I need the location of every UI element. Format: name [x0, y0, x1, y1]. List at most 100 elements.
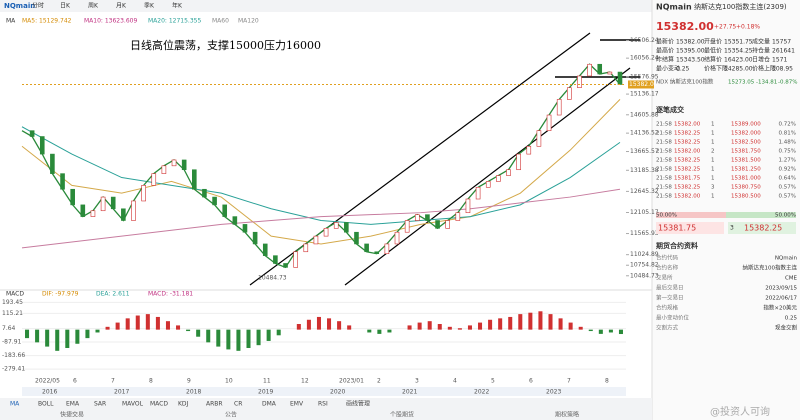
macd-bar: [45, 329, 50, 347]
indicator-tab[interactable]: RSI: [318, 401, 328, 408]
macd-bar: [256, 329, 261, 346]
macd-bar: [145, 314, 150, 330]
candle: [414, 214, 420, 221]
index-item: -134.81: [756, 80, 777, 86]
toolbar-item[interactable]: 月K: [116, 3, 127, 10]
macd-bar: [35, 329, 40, 343]
candle: [607, 71, 613, 75]
indicator-tab[interactable]: 画线管理: [346, 400, 370, 408]
candle: [556, 99, 562, 116]
macd-bar: [377, 329, 382, 334]
x-tick-label: 10: [225, 378, 233, 385]
macd-bar: [55, 329, 60, 351]
candle: [232, 216, 238, 225]
trade-cell: 21:58: [656, 167, 672, 173]
indicator-tab[interactable]: EMV: [290, 401, 304, 408]
year-label: 2017: [114, 389, 129, 396]
buy-price: 15382.25: [744, 224, 782, 233]
indicator-tab[interactable]: BOLL: [38, 401, 54, 408]
stat: 持仓量: [752, 47, 770, 55]
indicator-tab[interactable]: KDJ: [178, 401, 189, 408]
candle: [577, 75, 582, 88]
y-tick-label: 7.64: [2, 325, 16, 332]
candle: [121, 208, 126, 221]
candle: [202, 188, 207, 198]
y-tick-label: 10484.73: [630, 272, 659, 279]
indicator-tab[interactable]: CR: [234, 401, 242, 408]
toolbar-item[interactable]: 年K: [172, 2, 183, 10]
info-cell: 交易所: [656, 274, 673, 282]
macd-bar: [457, 328, 462, 330]
panel-change: +27.75: [714, 24, 736, 31]
stat: 最低价: [704, 47, 722, 55]
current-price-label: 15382.00: [629, 81, 658, 88]
indicator-tab[interactable]: EMA: [66, 401, 80, 408]
trade-cell: 21:58: [656, 194, 672, 200]
toolbar-item[interactable]: NQmain: [4, 2, 35, 10]
year-label: 2018: [186, 389, 201, 396]
x-tick-label: 8: [149, 378, 153, 385]
macd-bar: [548, 314, 553, 330]
y-tick-label: 10754.82: [630, 262, 659, 269]
trade-cell: 1: [711, 131, 715, 137]
y-tick-label: 115.21: [2, 310, 23, 317]
indicator-tab[interactable]: MA: [10, 401, 20, 408]
y-tick-label: 11024.89: [630, 251, 659, 258]
ladder-cell: 15380.500: [731, 194, 761, 200]
macd-bar: [65, 329, 70, 348]
y-tick-label: 16056.24: [630, 55, 659, 62]
candle: [161, 165, 167, 174]
candle: [425, 214, 430, 221]
stat: 开盘价: [704, 38, 722, 46]
candle: [404, 220, 410, 233]
indicator-tab[interactable]: MAVOL: [122, 401, 144, 408]
footer-item[interactable]: 期权策略: [555, 411, 579, 419]
toolbar-item[interactable]: 分时: [32, 2, 44, 10]
macd-bar: [618, 329, 623, 335]
macd-bar: [467, 325, 472, 330]
indicator-tab[interactable]: ARBR: [206, 401, 223, 408]
info-cell: 最小变动价位: [656, 314, 690, 322]
trade-cell: 1: [711, 194, 715, 200]
stat: 结算价: [704, 56, 722, 64]
toolbar-item[interactable]: 日K: [60, 3, 71, 10]
ratio-bar: [726, 212, 796, 218]
macd-bar: [125, 318, 130, 330]
ratio-bar: [656, 212, 726, 218]
ladder-cell: 0.57%: [779, 194, 796, 200]
stat: 价格下限: [704, 65, 728, 73]
x-tick-label: 3: [415, 378, 419, 385]
ladder-cell: 0.81%: [779, 131, 796, 137]
candle: [374, 251, 380, 255]
candle: [212, 196, 217, 206]
footer-item[interactable]: 快捷交易: [60, 411, 84, 419]
stat: 15382.00: [676, 39, 705, 46]
ladder-cell: 15389.000: [731, 122, 761, 128]
x-tick-label: 5: [491, 378, 495, 385]
toolbar-item[interactable]: 季K: [144, 2, 155, 10]
stat: 最小变动: [656, 65, 680, 73]
macd-bar: [528, 312, 533, 330]
indicator-tab[interactable]: DMA: [262, 401, 277, 408]
info-cell: 指数×20美元: [763, 304, 797, 312]
footer-item[interactable]: 公告: [225, 411, 237, 419]
stat: 15354.25: [724, 48, 753, 55]
toolbar-item[interactable]: 周K: [88, 3, 99, 10]
macd-bar: [246, 329, 251, 348]
macd-bar: [296, 324, 301, 330]
footer-item[interactable]: 个股期货: [390, 411, 414, 419]
macd-bar: [186, 329, 191, 332]
indicator-tab[interactable]: MACD: [150, 401, 168, 408]
candle: [192, 169, 197, 190]
indicator-tab[interactable]: SAR: [94, 401, 106, 408]
candle: [242, 224, 248, 233]
candle: [344, 222, 349, 233]
x-tick-label: 12: [301, 378, 309, 385]
candle: [60, 173, 65, 190]
macd-bar: [266, 329, 271, 341]
x-tick-label: 2023/01: [339, 378, 364, 385]
info-cell: NQmain: [775, 256, 798, 262]
panel-code: NQmain: [656, 3, 692, 12]
low-label: 10484.73: [258, 275, 287, 282]
info-cell: 纳斯达克100指数主连: [743, 264, 798, 272]
